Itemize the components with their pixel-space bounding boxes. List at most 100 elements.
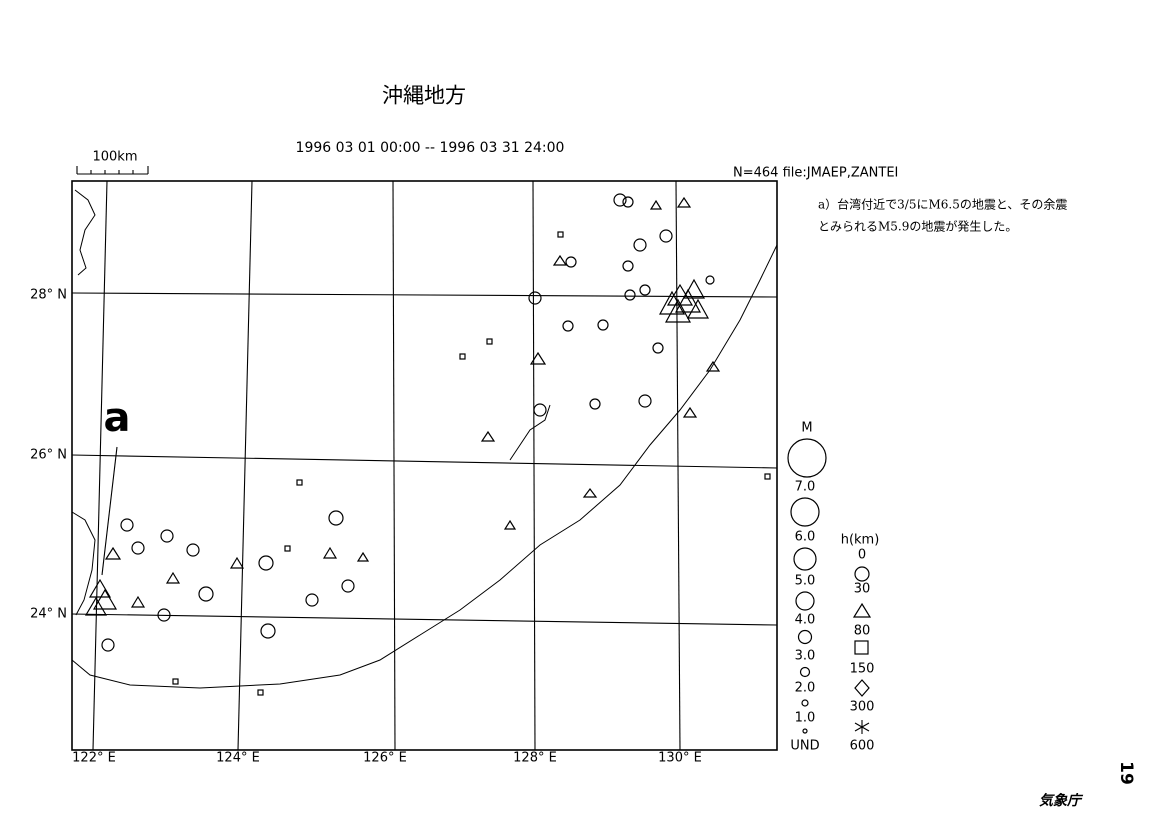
title: 沖縄地方 [382,84,466,108]
earthquake-symbol [597,319,609,331]
earthquake-symbol [322,546,338,559]
magnitude-legend-symbol [787,438,827,478]
depth-legend-symbol [852,602,872,618]
earthquake-symbol [529,351,547,365]
taiwan-pointer [101,446,118,576]
info: N=464 file:JMAEP,ZANTEI [733,166,898,181]
earthquake-symbol [328,510,344,526]
earthquake-symbol [659,229,673,243]
earthquake-symbol [552,254,568,266]
annotation-line: とみられるM5.9の地震が発生した。 [818,219,1017,234]
magnitude-label: 5.0 [795,574,816,589]
earthquake-symbol [622,260,634,272]
magnitude-legend-symbol [793,547,817,571]
earthquake-symbol [682,406,698,418]
longitude-label: 124° E [216,751,260,766]
magnitude-legend-symbol [802,728,808,734]
earthquake-symbol [503,519,517,530]
earthquake-symbol [638,394,652,408]
earthquake-symbol [705,360,721,372]
magnitude-label: 3.0 [795,649,816,664]
earthquake-symbol [649,199,663,210]
magnitude-legend-symbol [799,666,811,678]
earthquake-symbol [229,556,245,569]
earthquake-symbol [557,231,564,238]
earthquake-symbol [562,320,574,332]
latitude-label: 26° N [30,448,67,463]
depth-legend-symbol [854,720,870,734]
earthquake-symbol [658,290,686,315]
depth-legend-symbol [854,722,870,732]
earthquake-symbol [258,555,274,571]
magnitude-label: UND [790,739,819,754]
earthquake-symbol [257,689,264,696]
earthquake-symbol [613,193,627,207]
earthquake-symbol [356,551,370,562]
earthquake-symbol [582,488,598,498]
earthquake-symbol [130,595,146,608]
depth-label: 0 [858,548,866,563]
graticule [71,180,778,751]
earthquake-symbol [480,430,496,442]
annotation-line: a）台湾付近で3/5にM6.5の地震と、その余震 [818,197,1067,212]
latitude-label: 24° N [30,607,67,622]
graticule [71,180,778,751]
longitude-label: 130° E [658,751,702,766]
depth-label: 80 [854,624,871,639]
earthquake-symbol [705,275,715,285]
depth-label: 600 [850,739,875,754]
earthquake-symbol [686,298,710,319]
earthquake-symbol [664,298,692,323]
magnitude-legend-symbol [790,497,820,527]
earthquake-symbol [84,596,108,616]
graticule [675,180,681,751]
magnitude-label: 2.0 [795,681,816,696]
earthquake-symbol [533,403,547,417]
graticule [392,180,396,751]
depth-label: 300 [850,700,875,715]
depth-label: 150 [850,662,875,677]
magnitude-legend-symbols [787,438,827,734]
depth-legend-symbol [854,640,869,655]
earthquake-symbol [341,579,355,593]
graticule [71,292,778,298]
earthquake-symbol [104,546,122,560]
earthquake-symbol [633,238,647,252]
depth-label: 30 [854,582,871,597]
earthquake-symbol [486,338,493,345]
earthquake-symbol [674,288,702,313]
earthquake-symbol [260,623,276,639]
latitude-label: 28° N [30,288,67,303]
earthquake-symbol [622,196,634,208]
earthquake-symbol [172,678,179,685]
agency: 気象庁 [1039,792,1084,809]
graticule [92,180,108,751]
coastline [71,511,96,616]
earthquake-symbol [120,518,134,532]
period: 1996 03 01 00:00 -- 1996 03 31 24:00 [296,140,565,156]
earthquake-symbol [88,578,112,598]
earthquake-symbol [186,543,200,557]
earthquake-symbol [565,256,577,268]
earthquake-symbol [682,278,706,299]
scale-bar [76,166,149,175]
magnitude-label: 6.0 [795,530,816,545]
earthquake-symbol [131,541,145,555]
earthquake-symbol [92,588,118,610]
coastline [509,404,551,461]
longitude-label: 122° E [72,751,116,766]
coastline [71,189,778,689]
longitude-label: 128° E [513,751,557,766]
magnitude-legend-symbol [797,629,813,645]
magnitude-label: 1.0 [795,711,816,726]
magnitude-label: 4.0 [795,613,816,628]
graticule [71,613,778,626]
magnitude-legend-symbol [801,699,809,707]
earthquake-symbol [676,196,692,208]
depth-legend-symbol [854,679,870,697]
magnitude-title: M [801,421,812,436]
depth-title: h(km) [841,533,880,548]
